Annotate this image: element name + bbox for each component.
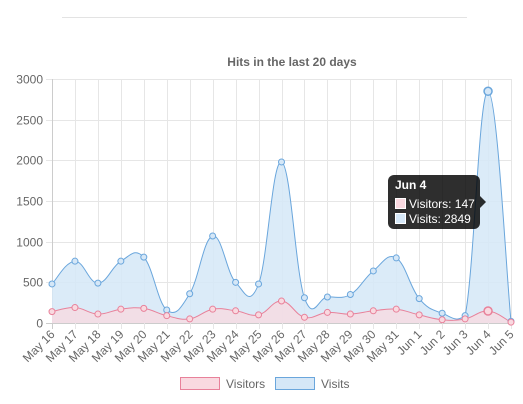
visitors-point[interactable] — [415, 311, 423, 319]
tooltip-caret — [480, 196, 486, 208]
visits-point[interactable] — [209, 232, 217, 240]
visitors-point[interactable] — [300, 313, 308, 321]
y-tick-label: 0 — [36, 317, 43, 331]
visits-point[interactable] — [186, 290, 194, 298]
visits-point[interactable] — [323, 293, 331, 301]
visitors-point[interactable] — [140, 304, 148, 312]
x-tick-label: Jun 2 — [417, 327, 448, 358]
y-tick-label: 1500 — [16, 195, 43, 209]
visitors-point[interactable] — [94, 310, 102, 318]
x-tick-label: Jun 3 — [440, 327, 471, 358]
y-tick-label: 1000 — [16, 236, 43, 250]
visits-point[interactable] — [71, 257, 79, 265]
tooltip-line: Visitors: 147 — [409, 197, 475, 211]
visits-point[interactable] — [94, 279, 102, 287]
legend-label: Visits — [321, 377, 349, 391]
visits-point[interactable] — [255, 280, 263, 288]
y-tick-label: 2500 — [16, 114, 43, 128]
visitors-point[interactable] — [163, 312, 171, 320]
visitors-point[interactable] — [255, 311, 263, 319]
x-tick-label: Jun 4 — [463, 327, 494, 358]
y-tick-label: 500 — [23, 276, 43, 290]
visitors-point[interactable] — [438, 316, 446, 324]
visits-point[interactable] — [415, 295, 423, 303]
chart-title: Hits in the last 20 days — [227, 55, 357, 69]
y-tick-label: 3000 — [16, 73, 43, 87]
visitors-point[interactable] — [209, 305, 217, 313]
tooltip-line: Visits: 2849 — [409, 212, 471, 226]
visits-point[interactable] — [48, 280, 56, 288]
visits-point[interactable] — [232, 278, 240, 286]
visits-point[interactable] — [483, 86, 493, 97]
visits-point[interactable] — [117, 257, 125, 265]
visitors-point[interactable] — [71, 304, 79, 312]
visitors-point[interactable] — [186, 315, 194, 323]
visits-point[interactable] — [392, 254, 400, 262]
visitors-point[interactable] — [392, 305, 400, 313]
visitors-point[interactable] — [483, 306, 493, 316]
tooltip-swatch — [395, 198, 406, 209]
legend-swatch — [275, 377, 315, 390]
visitors-point[interactable] — [278, 297, 285, 305]
tooltip-title: Jun 4 — [395, 178, 427, 192]
visitors-point[interactable] — [232, 307, 240, 315]
visitors-point[interactable] — [369, 307, 377, 315]
visits-point[interactable] — [140, 253, 148, 261]
tooltip-swatch — [395, 213, 406, 224]
visitors-point[interactable] — [346, 310, 354, 318]
visitors-point[interactable] — [48, 308, 56, 316]
y-tick-label: 2000 — [16, 154, 43, 168]
visits-point[interactable] — [300, 294, 308, 302]
x-tick-label: Jun 5 — [486, 327, 517, 358]
legend-item-visitors[interactable]: Visitors — [180, 377, 266, 391]
visitors-point[interactable] — [323, 308, 331, 316]
visits-point[interactable] — [163, 306, 171, 314]
visitors-point[interactable] — [461, 315, 469, 323]
data-points[interactable] — [48, 86, 515, 326]
legend-swatch — [180, 377, 220, 390]
x-tick-label: Jun 1 — [394, 327, 425, 358]
legend-item-visits[interactable]: Visits — [275, 377, 350, 391]
visits-point[interactable] — [369, 267, 377, 275]
visits-point[interactable] — [278, 158, 285, 166]
legend-label: Visitors — [226, 377, 265, 391]
top-divider — [62, 17, 467, 18]
legend[interactable]: Visitors Visits — [180, 377, 350, 391]
visits-area — [52, 91, 511, 323]
y-axis-ticks: 0 500 1000 1500 2000 2500 3000 — [16, 73, 43, 331]
visits-point[interactable] — [346, 291, 354, 299]
tooltip-box — [388, 175, 480, 229]
visitors-point[interactable] — [507, 318, 515, 326]
visitors-point[interactable] — [117, 305, 125, 313]
visits-point[interactable] — [438, 309, 446, 317]
